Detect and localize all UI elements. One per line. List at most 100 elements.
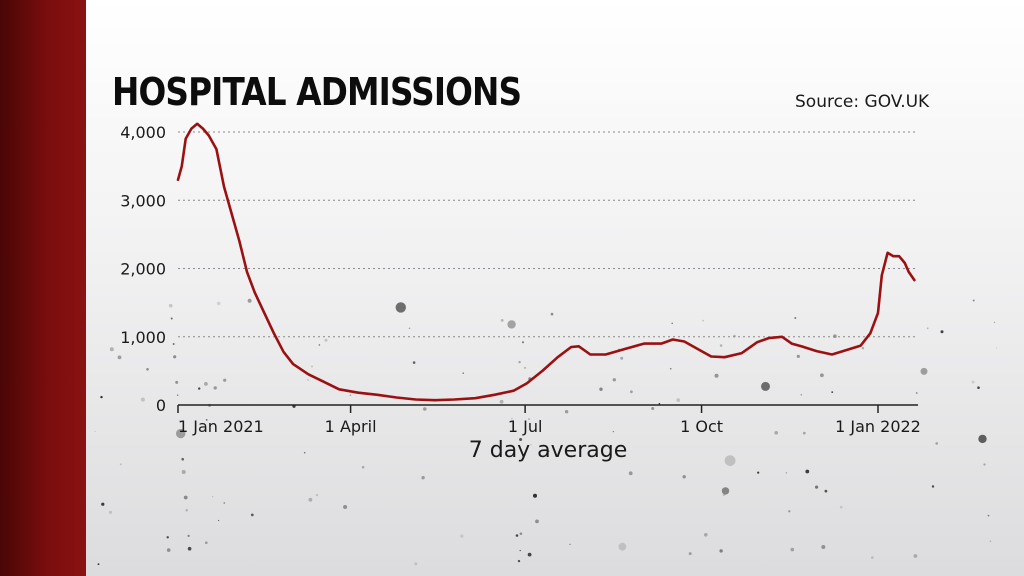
- speckle: [774, 431, 778, 435]
- speckle: [535, 519, 539, 524]
- speckle: [722, 493, 725, 497]
- speckle: [682, 475, 686, 479]
- speckle: [518, 360, 521, 364]
- x-tick-label: 1 Jan 2022: [835, 417, 921, 436]
- speckle: [527, 552, 532, 557]
- speckle: [628, 471, 633, 476]
- speckle: [462, 372, 464, 374]
- speckle: [524, 366, 526, 369]
- speckle: [978, 434, 987, 444]
- speckle: [651, 407, 655, 410]
- speckle: [522, 341, 524, 344]
- speckle: [517, 559, 521, 563]
- y-tick-label: 2,000: [120, 260, 166, 279]
- speckle: [658, 402, 661, 405]
- speckle: [688, 552, 692, 556]
- speckle: [173, 355, 177, 359]
- speckle: [324, 338, 328, 342]
- y-tick-label: 1,000: [120, 328, 166, 347]
- speckle: [414, 562, 418, 566]
- speckle: [704, 533, 708, 537]
- speckle: [719, 549, 723, 553]
- y-tick-label: 4,000: [120, 123, 166, 142]
- speckle: [788, 510, 791, 513]
- speckle: [920, 367, 928, 375]
- y-tick-label: 3,000: [120, 191, 166, 210]
- speckle: [421, 476, 425, 480]
- chart-title: HOSPITAL ADMISSIONS: [112, 70, 522, 114]
- speckle: [719, 344, 723, 347]
- left-color-band: [0, 0, 86, 576]
- speckle: [612, 378, 616, 382]
- speckle: [569, 543, 571, 545]
- speckle: [108, 510, 113, 514]
- speckle: [166, 536, 169, 539]
- speckle: [170, 317, 173, 320]
- speckle: [109, 347, 114, 352]
- speckle: [218, 519, 220, 522]
- speckle: [412, 361, 416, 364]
- speckle: [913, 554, 918, 558]
- speckle: [519, 438, 523, 441]
- x-axis-ticks: 1 Jan 2021 1 April 1 Jul 1 Oct 1 Jan 2022: [177, 405, 921, 436]
- speckle: [861, 347, 865, 350]
- series-line-admissions: [176, 122, 916, 402]
- speckle: [176, 428, 186, 439]
- speckle: [172, 343, 175, 345]
- speckle: [528, 418, 530, 420]
- speckle: [198, 387, 201, 390]
- speckle: [702, 319, 704, 322]
- speckle: [204, 382, 208, 386]
- speckle: [247, 298, 252, 303]
- y-axis-ticks: 0 1,000 2,000 3,000 4,000: [120, 123, 166, 415]
- speckle: [212, 496, 214, 498]
- speckle: [97, 563, 100, 566]
- speckle: [175, 380, 179, 384]
- speckle: [805, 469, 810, 474]
- speckle: [547, 450, 550, 453]
- speckle: [185, 509, 188, 512]
- speckle: [349, 394, 352, 397]
- speckle: [926, 327, 929, 330]
- speckle: [216, 301, 221, 306]
- speckle: [361, 465, 365, 469]
- speckle: [205, 541, 208, 544]
- speckle: [423, 407, 427, 411]
- speckle: [833, 334, 837, 339]
- speckle: [620, 356, 624, 360]
- speckle: [550, 312, 554, 316]
- speckle: [800, 394, 803, 396]
- speckle: [117, 355, 122, 360]
- speckle: [714, 373, 719, 378]
- x-tick-label: 1 Jul: [508, 417, 543, 436]
- speckle: [983, 463, 986, 466]
- speckle: [796, 354, 800, 358]
- speckle: [530, 443, 532, 446]
- speckle: [971, 380, 975, 384]
- speckle: [307, 379, 309, 381]
- speckle: [308, 497, 313, 502]
- background-speckles: [94, 298, 998, 566]
- gridlines: [178, 131, 918, 338]
- speckle: [460, 534, 464, 538]
- speckle: [757, 471, 760, 474]
- speckle: [839, 505, 843, 509]
- speckle: [183, 495, 188, 500]
- speckle: [935, 442, 938, 445]
- speckle: [318, 344, 321, 346]
- speckle: [223, 378, 227, 382]
- speckle: [515, 534, 519, 537]
- speckle: [176, 394, 179, 397]
- speckle: [205, 419, 208, 421]
- speckle: [676, 398, 681, 402]
- x-tick-label: 1 April: [325, 417, 377, 436]
- speckle: [993, 321, 996, 324]
- speckle: [511, 417, 513, 420]
- speckle: [94, 430, 96, 433]
- speckle: [931, 485, 935, 488]
- speckle: [140, 397, 145, 402]
- speckle: [507, 320, 516, 329]
- speckle: [790, 547, 795, 552]
- x-axis-label: 7 day average: [469, 438, 628, 463]
